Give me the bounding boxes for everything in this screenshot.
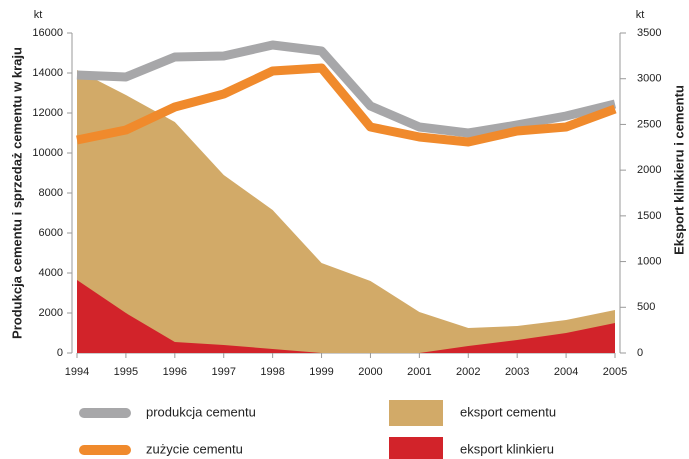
legend-swatch	[389, 400, 443, 426]
y2-tick-label: 1000	[637, 255, 661, 267]
x-tick-label: 1994	[65, 366, 89, 378]
y2-tick-label: 500	[637, 301, 655, 313]
y2-tick-label: 2500	[637, 118, 661, 130]
y-tick-label: 2000	[39, 307, 63, 319]
y-tick-label: 16000	[32, 27, 63, 39]
line	[76, 63, 617, 147]
y2-tick-label: 0	[637, 347, 643, 359]
y-tick-label: 4000	[39, 267, 63, 279]
legend-label: eksport cementu	[460, 404, 556, 419]
line	[76, 40, 617, 138]
x-tick-label: 2001	[407, 366, 431, 378]
x-tick-label: 1995	[114, 366, 138, 378]
area	[77, 70, 615, 354]
x-tick-label: 1996	[163, 366, 187, 378]
y2-unit: kt	[636, 9, 645, 21]
y2-tick-label: 2000	[637, 164, 661, 176]
x-tick-label: 2000	[358, 366, 382, 378]
legend-label: zużycie cementu	[146, 441, 243, 456]
y-tick-label: 14000	[32, 67, 63, 79]
y2-tick-label: 3500	[637, 27, 661, 39]
x-tick-label: 2002	[456, 366, 480, 378]
legend-swatch	[389, 437, 443, 459]
area	[77, 280, 615, 353]
y-tick-label: 12000	[32, 107, 63, 119]
y-tick-label: 0	[57, 347, 63, 359]
x-tick-label: 1998	[260, 366, 284, 378]
x-tick-label: 2003	[505, 366, 529, 378]
x-tick-label: 2005	[603, 366, 627, 378]
y2-tick-label: 1500	[637, 210, 661, 222]
y-unit: kt	[34, 9, 43, 21]
legend-label: produkcja cementu	[146, 404, 256, 419]
legend-label: eksport klinkieru	[460, 441, 554, 456]
x-tick-label: 2004	[554, 366, 578, 378]
y-tick-label: 10000	[32, 147, 63, 159]
y-axis-label: Produkcja cementu i sprzedaż cementu w k…	[9, 47, 24, 339]
x-tick-label: 1997	[211, 366, 235, 378]
x-tick-label: 1999	[309, 366, 333, 378]
y2-axis-label: Eksport klinkieru i cementu	[671, 85, 686, 255]
y-tick-label: 8000	[39, 187, 63, 199]
y-tick-label: 6000	[39, 227, 63, 239]
y2-tick-label: 3000	[637, 73, 661, 85]
